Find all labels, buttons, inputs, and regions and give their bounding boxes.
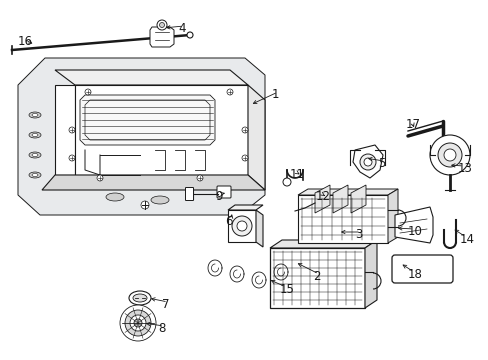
Polygon shape — [227, 210, 256, 242]
Polygon shape — [297, 189, 397, 195]
Polygon shape — [150, 27, 174, 47]
Text: 16: 16 — [18, 35, 33, 48]
Text: 9: 9 — [215, 190, 222, 203]
Text: 8: 8 — [158, 322, 165, 335]
Polygon shape — [269, 240, 376, 248]
Polygon shape — [364, 240, 376, 308]
Circle shape — [443, 149, 455, 161]
Circle shape — [97, 175, 103, 181]
FancyBboxPatch shape — [217, 186, 230, 198]
Text: 6: 6 — [224, 215, 232, 228]
Polygon shape — [80, 95, 215, 145]
Circle shape — [226, 89, 232, 95]
Text: 4: 4 — [178, 22, 185, 35]
Circle shape — [125, 310, 151, 336]
Circle shape — [85, 89, 91, 95]
Text: 1: 1 — [271, 88, 279, 101]
Ellipse shape — [106, 193, 124, 201]
Circle shape — [130, 315, 146, 331]
Circle shape — [197, 175, 203, 181]
Ellipse shape — [29, 132, 41, 138]
Text: 5: 5 — [377, 157, 385, 170]
Ellipse shape — [32, 113, 38, 117]
Circle shape — [159, 22, 164, 27]
Polygon shape — [314, 185, 329, 213]
Circle shape — [120, 305, 156, 341]
Ellipse shape — [29, 172, 41, 178]
Polygon shape — [394, 207, 432, 243]
Circle shape — [429, 135, 469, 175]
Polygon shape — [75, 85, 247, 175]
Polygon shape — [332, 185, 347, 213]
Text: 11: 11 — [289, 168, 305, 181]
Ellipse shape — [133, 294, 147, 302]
Circle shape — [69, 127, 75, 133]
Polygon shape — [256, 210, 263, 247]
Circle shape — [242, 127, 247, 133]
Text: 18: 18 — [407, 268, 422, 281]
Text: 17: 17 — [405, 118, 420, 131]
Polygon shape — [387, 189, 397, 243]
Circle shape — [231, 216, 251, 236]
Circle shape — [237, 221, 246, 231]
Text: 10: 10 — [407, 225, 422, 238]
Polygon shape — [18, 58, 264, 215]
Circle shape — [283, 178, 290, 186]
Ellipse shape — [29, 152, 41, 158]
Polygon shape — [42, 175, 264, 190]
Polygon shape — [352, 145, 382, 178]
Circle shape — [157, 20, 167, 30]
Ellipse shape — [129, 291, 151, 305]
Polygon shape — [55, 85, 75, 175]
FancyBboxPatch shape — [185, 188, 193, 201]
Text: 2: 2 — [312, 270, 320, 283]
Polygon shape — [297, 195, 387, 243]
Text: 3: 3 — [354, 228, 362, 241]
Polygon shape — [350, 185, 365, 213]
Circle shape — [141, 201, 149, 209]
Circle shape — [359, 154, 375, 170]
Circle shape — [69, 155, 75, 161]
Polygon shape — [227, 205, 263, 210]
Polygon shape — [247, 85, 264, 190]
Circle shape — [186, 32, 193, 38]
Text: 13: 13 — [457, 162, 472, 175]
Ellipse shape — [151, 196, 169, 204]
Polygon shape — [55, 70, 247, 85]
FancyBboxPatch shape — [391, 255, 452, 283]
Text: 7: 7 — [162, 298, 169, 311]
Circle shape — [437, 143, 461, 167]
Ellipse shape — [29, 112, 41, 118]
Ellipse shape — [32, 174, 38, 176]
Text: 15: 15 — [280, 283, 294, 296]
Ellipse shape — [32, 134, 38, 136]
Circle shape — [363, 158, 371, 166]
Circle shape — [134, 319, 142, 327]
Circle shape — [242, 155, 247, 161]
Text: 14: 14 — [459, 233, 474, 246]
Text: 12: 12 — [315, 190, 330, 203]
Ellipse shape — [32, 153, 38, 157]
Polygon shape — [269, 248, 364, 308]
